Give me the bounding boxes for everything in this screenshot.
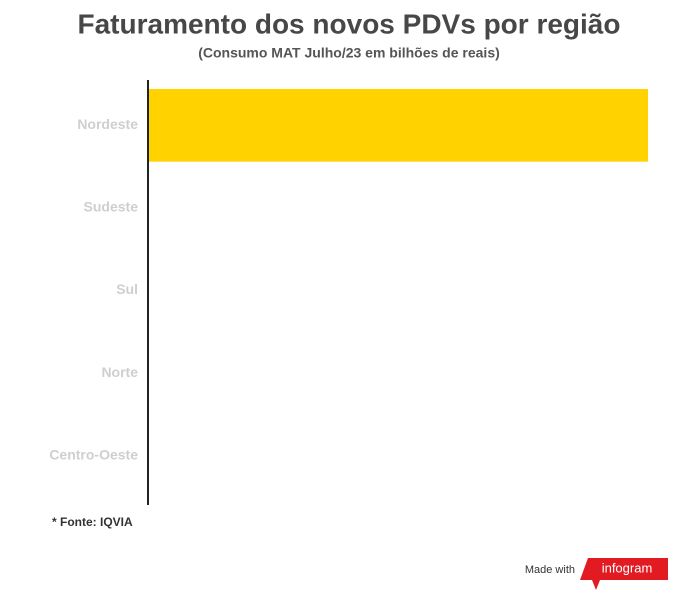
category-label: Norte <box>101 364 138 380</box>
bar <box>148 88 648 162</box>
footnote: * Fonte: IQVIA <box>52 515 133 529</box>
credit: Made with <box>525 564 575 576</box>
category-label: Nordeste <box>77 116 138 132</box>
brand-logo[interactable] <box>580 558 668 590</box>
category-label: Sudeste <box>84 199 139 215</box>
brand[interactable]: infogram <box>602 560 653 575</box>
category-label: Centro-Oeste <box>49 446 138 462</box>
chart-subtitle: (Consumo MAT Julho/23 em bilhões de reai… <box>198 45 500 61</box>
chart-title: Faturamento dos novos PDVs por região <box>78 8 621 39</box>
category-label: Sul <box>116 281 138 297</box>
plot-area: Nordeste Sudeste Sul Norte Centro-Oeste <box>49 88 648 462</box>
